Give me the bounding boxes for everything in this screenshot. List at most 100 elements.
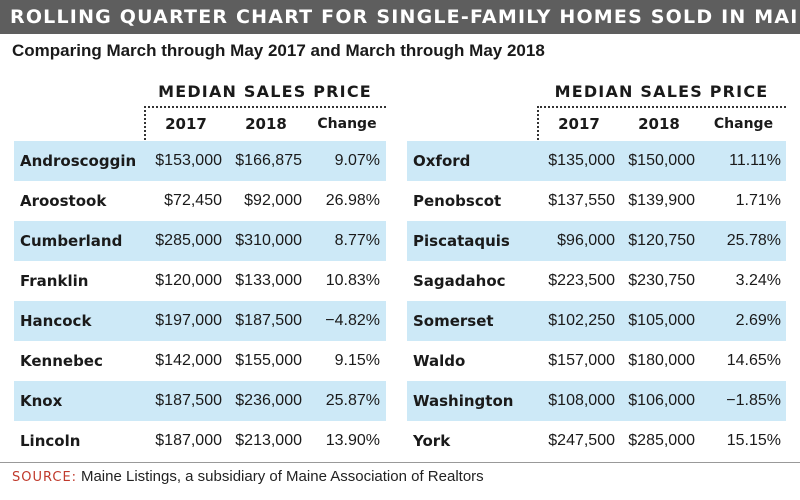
value-change: 9.07% — [334, 152, 380, 169]
county-name: Aroostook — [20, 192, 107, 210]
value-2017: $108,000 — [548, 392, 615, 409]
county-name: Hancock — [20, 312, 92, 330]
left-col-change: Change — [317, 116, 377, 132]
left-col-2018: 2018 — [245, 115, 287, 133]
value-2018: $310,000 — [235, 232, 302, 249]
table-row: Piscataquis $96,000 $120,750 25.78% — [407, 221, 786, 261]
left-table-panel: MEDIAN SALES PRICE 2017 2018 Change Andr… — [14, 80, 386, 460]
value-2017: $223,500 — [548, 272, 615, 289]
county-name: Knox — [20, 392, 63, 410]
value-change: 11.11% — [729, 152, 781, 169]
value-change: 10.83% — [325, 272, 380, 289]
value-change: 25.78% — [726, 232, 781, 249]
value-2018: $230,750 — [628, 272, 695, 289]
value-2017: $285,000 — [155, 232, 222, 249]
table-row: Sagadahoc $223,500 $230,750 3.24% — [407, 261, 786, 301]
value-2017: $137,550 — [548, 192, 615, 209]
value-2018: $155,000 — [235, 352, 302, 369]
value-2017: $102,250 — [548, 312, 615, 329]
table-row: Kennebec $142,000 $155,000 9.15% — [14, 341, 386, 381]
right-table-panel: MEDIAN SALES PRICE 2017 2018 Change Oxfo… — [407, 80, 786, 460]
county-name: Kennebec — [20, 352, 103, 370]
value-2017: $142,000 — [155, 352, 222, 369]
value-change: 8.77% — [334, 232, 380, 249]
value-2018: $285,000 — [628, 432, 695, 449]
value-change: 14.65% — [726, 352, 781, 369]
county-name: Sagadahoc — [413, 272, 506, 290]
value-change: 13.90% — [325, 432, 380, 449]
table-row: Waldo $157,000 $180,000 14.65% — [407, 341, 786, 381]
value-2018: $180,000 — [628, 352, 695, 369]
right-col-2017: 2017 — [558, 115, 600, 133]
table-row: Knox $187,500 $236,000 25.87% — [14, 381, 386, 421]
value-2018: $133,000 — [235, 272, 302, 289]
county-name: Piscataquis — [413, 232, 510, 250]
county-name: Somerset — [413, 312, 494, 330]
left-col-2017: 2017 — [165, 115, 207, 133]
left-group-header: MEDIAN SALES PRICE — [158, 82, 372, 101]
value-2018: $213,000 — [235, 432, 302, 449]
right-col-change: Change — [713, 116, 774, 132]
county-name: Waldo — [413, 352, 466, 370]
value-2017: $153,000 — [155, 152, 222, 169]
table-row: Washington $108,000 $106,000 −1.85% — [407, 381, 786, 421]
table-row: York $247,500 $285,000 15.15% — [407, 421, 786, 461]
value-2018: $150,000 — [628, 152, 695, 169]
right-table-rows: Oxford $135,000 $150,000 11.11% Penobscot $13… — [407, 141, 786, 461]
source-note: SOURCE: Maine Listings, a subsidiary of … — [12, 468, 484, 485]
county-name: York — [413, 432, 451, 450]
value-2018: $166,875 — [235, 152, 302, 169]
value-2017: $120,000 — [155, 272, 222, 289]
table-row: Aroostook $72,450 $92,000 26.98% — [14, 181, 386, 221]
county-name: Washington — [413, 392, 514, 410]
table-row: Oxford $135,000 $150,000 11.11% — [407, 141, 786, 181]
value-change: 2.69% — [735, 312, 781, 329]
value-2018: $92,000 — [244, 192, 302, 209]
value-2018: $120,750 — [628, 232, 695, 249]
county-name: Cumberland — [20, 232, 123, 250]
source-text: Maine Listings, a subsidiary of Maine As… — [80, 468, 484, 485]
county-name: Franklin — [20, 272, 89, 290]
value-2018: $187,500 — [235, 312, 302, 329]
table-row: Hancock $197,000 $187,500 −4.82% — [14, 301, 386, 341]
value-2017: $187,500 — [155, 392, 222, 409]
table-row: Penobscot $137,550 $139,900 1.71% — [407, 181, 786, 221]
value-change: 9.15% — [334, 352, 380, 369]
value-change: 26.98% — [325, 192, 380, 209]
value-2018: $236,000 — [235, 392, 302, 409]
value-2017: $157,000 — [548, 352, 615, 369]
county-name: Penobscot — [413, 192, 502, 210]
county-name: Lincoln — [20, 432, 81, 450]
value-change: 15.15% — [726, 432, 781, 449]
table-row: Cumberland $285,000 $310,000 8.77% — [14, 221, 386, 261]
value-change: −1.85% — [726, 392, 781, 409]
right-group-header: MEDIAN SALES PRICE — [554, 82, 769, 101]
value-change: −4.82% — [325, 312, 380, 329]
value-2018: $106,000 — [628, 392, 695, 409]
left-column-headers: 2017 2018 Change — [144, 106, 386, 140]
source-label: SOURCE: — [12, 470, 78, 485]
value-change: 25.87% — [325, 392, 380, 409]
value-2017: $135,000 — [548, 152, 615, 169]
county-name: Oxford — [413, 152, 471, 170]
value-change: 3.24% — [735, 272, 781, 289]
footer-divider — [0, 462, 800, 463]
left-table-rows: Androscoggin $153,000 $166,875 9.07% Aroosto… — [14, 141, 386, 461]
table-row: Androscoggin $153,000 $166,875 9.07% — [14, 141, 386, 181]
value-2018: $105,000 — [628, 312, 695, 329]
table-row: Franklin $120,000 $133,000 10.83% — [14, 261, 386, 301]
value-2017: $187,000 — [155, 432, 222, 449]
value-2017: $96,000 — [557, 232, 615, 249]
value-2018: $139,900 — [628, 192, 695, 209]
chart-subtitle: Comparing March through May 2017 and Mar… — [12, 41, 545, 60]
value-2017: $72,450 — [164, 192, 222, 209]
value-2017: $247,500 — [548, 432, 615, 449]
county-name: Androscoggin — [20, 152, 137, 170]
right-column-headers: 2017 2018 Change — [537, 106, 786, 140]
value-change: 1.71% — [735, 192, 781, 209]
value-2017: $197,000 — [155, 312, 222, 329]
right-col-2018: 2018 — [638, 115, 680, 133]
chart-title: ROLLING QUARTER CHART FOR SINGLE-FAMILY … — [0, 0, 800, 34]
table-row: Lincoln $187,000 $213,000 13.90% — [14, 421, 386, 461]
table-row: Somerset $102,250 $105,000 2.69% — [407, 301, 786, 341]
